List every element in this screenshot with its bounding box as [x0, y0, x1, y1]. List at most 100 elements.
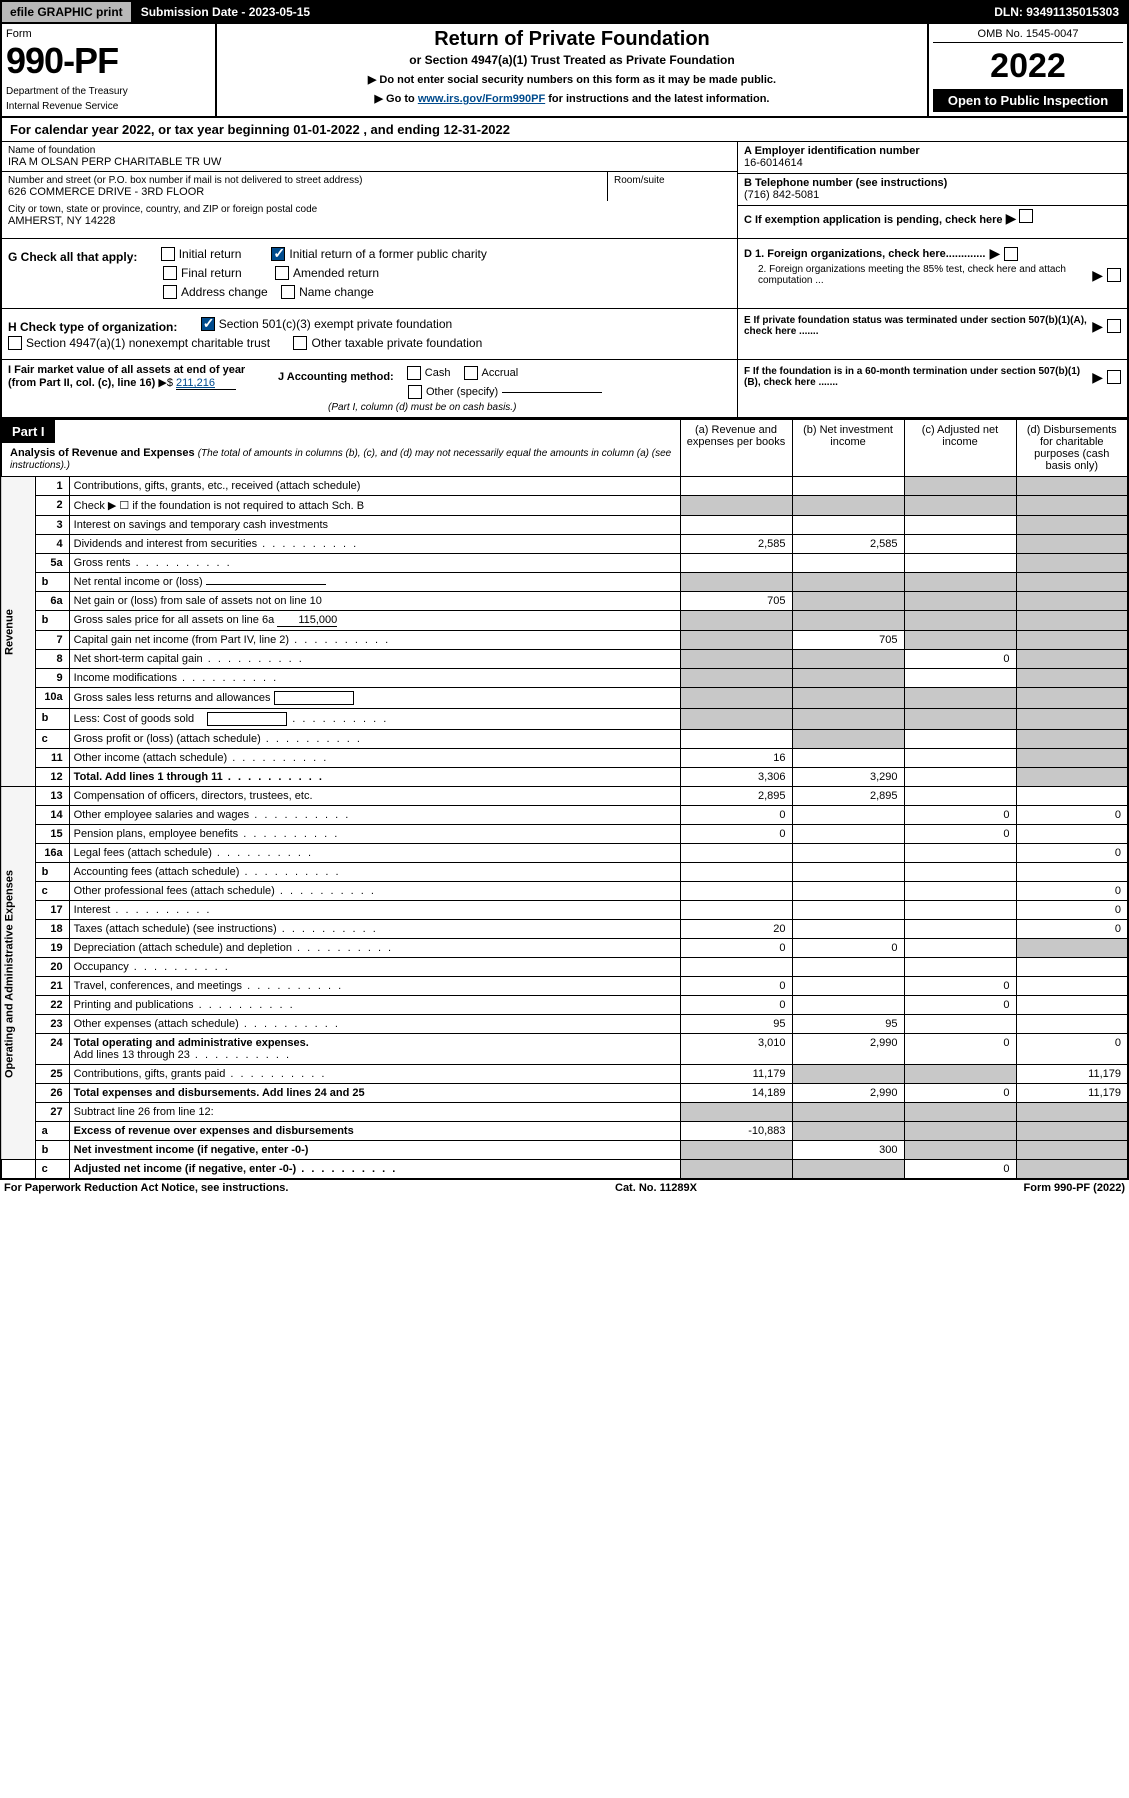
h-501c3-label: Section 501(c)(3) exempt private foundat… — [219, 317, 452, 331]
footer-right: Form 990-PF (2022) — [1024, 1182, 1125, 1194]
open-public: Open to Public Inspection — [933, 89, 1123, 112]
line-6a: Net gain or (loss) from sale of assets n… — [69, 592, 680, 611]
line-15: Pension plans, employee benefits — [69, 825, 680, 844]
line-5b: Net rental income or (loss) — [69, 573, 680, 592]
h-other-checkbox[interactable] — [293, 336, 307, 350]
line-16c: Other professional fees (attach schedule… — [69, 882, 680, 901]
j-other-checkbox[interactable] — [408, 385, 422, 399]
h-label: H Check type of organization: — [8, 320, 177, 334]
revenue-sidebar: Revenue — [1, 477, 35, 787]
part1-table: Part I Analysis of Revenue and Expenses … — [0, 419, 1129, 1180]
d-block: D 1. Foreign organizations, check here..… — [737, 239, 1127, 308]
title-block: Return of Private Foundation or Section … — [217, 24, 929, 116]
line-16b: Accounting fees (attach schedule) — [69, 863, 680, 882]
l4-a: 2,585 — [680, 535, 792, 554]
form-header: Form 990-PF Department of the Treasury I… — [0, 24, 1129, 118]
e-checkbox[interactable] — [1107, 319, 1121, 333]
efile-print-button[interactable]: efile GRAPHIC print — [2, 2, 133, 22]
section-h: H Check type of organization: Section 50… — [0, 309, 1129, 360]
omb-number: OMB No. 1545-0047 — [933, 28, 1123, 43]
e-block: E If private foundation status was termi… — [737, 309, 1127, 359]
form-number: 990-PF — [6, 40, 211, 82]
line-10a: Gross sales less returns and allowances — [69, 688, 680, 709]
h-left: H Check type of organization: Section 50… — [2, 309, 737, 359]
col-d-header: (d) Disbursements for charitable purpose… — [1016, 420, 1128, 477]
instr-2-pre: ▶ Go to — [375, 93, 418, 105]
j-accrual-checkbox[interactable] — [464, 366, 478, 380]
c-checkbox[interactable] — [1019, 209, 1033, 223]
amended-return-checkbox[interactable] — [275, 266, 289, 280]
submission-date: Submission Date - 2023-05-15 — [133, 2, 318, 22]
instr-2-post: for instructions and the latest informat… — [545, 93, 769, 105]
line-16a: Legal fees (attach schedule) — [69, 844, 680, 863]
d2-checkbox[interactable] — [1107, 268, 1121, 282]
page-footer: For Paperwork Reduction Act Notice, see … — [0, 1180, 1129, 1196]
line-1: Contributions, gifts, grants, etc., rece… — [69, 477, 680, 496]
h-4947-label: Section 4947(a)(1) nonexempt charitable … — [26, 336, 270, 350]
ein-value: 16-6014614 — [744, 157, 1121, 169]
phone-cell: B Telephone number (see instructions) (7… — [737, 174, 1127, 206]
final-return-checkbox[interactable] — [163, 266, 177, 280]
street-address: 626 COMMERCE DRIVE - 3RD FLOOR — [8, 186, 601, 198]
arrow-icon: ▶ — [1006, 210, 1017, 226]
line-27c: Adjusted net income (if negative, enter … — [69, 1160, 680, 1180]
address-change-checkbox[interactable] — [163, 285, 177, 299]
line-18: Taxes (attach schedule) (see instruction… — [69, 920, 680, 939]
l12-a: 3,306 — [680, 768, 792, 787]
d1-checkbox[interactable] — [1004, 247, 1018, 261]
line-num: 1 — [35, 477, 69, 496]
l13-b: 2,895 — [792, 787, 904, 806]
entity-right: A Employer identification number 16-6014… — [737, 142, 1127, 238]
section-g: G Check all that apply: Initial return I… — [0, 239, 1129, 309]
part1-title: Analysis of Revenue and Expenses — [10, 447, 195, 459]
j-note: (Part I, column (d) must be on cash basi… — [328, 402, 602, 413]
line-27: Subtract line 26 from line 12: — [69, 1103, 680, 1122]
g-label: G Check all that apply: — [8, 250, 137, 264]
line-27a: Excess of revenue over expenses and disb… — [69, 1122, 680, 1141]
form-link[interactable]: www.irs.gov/Form990PF — [418, 93, 545, 105]
h-4947-checkbox[interactable] — [8, 336, 22, 350]
amended-return-label: Amended return — [293, 266, 379, 280]
line-8: Net short-term capital gain — [69, 650, 680, 669]
line-4: Dividends and interest from securities — [69, 535, 680, 554]
line-24: Total operating and administrative expen… — [69, 1034, 680, 1065]
line-17: Interest — [69, 901, 680, 920]
name-label: Name of foundation — [8, 145, 731, 156]
i-arrow: ▶$ — [158, 377, 173, 389]
j-cash-checkbox[interactable] — [407, 366, 421, 380]
phone-label: B Telephone number (see instructions) — [744, 177, 1121, 189]
f-checkbox[interactable] — [1107, 370, 1121, 384]
tax-year: 2022 — [933, 47, 1123, 86]
ij-left: I Fair market value of all assets at end… — [2, 360, 737, 417]
initial-former-label: Initial return of a former public charit… — [289, 247, 486, 261]
city-state-zip: AMHERST, NY 14228 — [8, 215, 731, 227]
instr-1: ▶ Do not enter social security numbers o… — [221, 73, 923, 86]
expenses-sidebar: Operating and Administrative Expenses — [1, 787, 35, 1160]
footer-mid: Cat. No. 11289X — [615, 1182, 697, 1194]
i-fmv-value[interactable]: 211,216 — [176, 377, 236, 390]
initial-return-checkbox[interactable] — [161, 247, 175, 261]
entity-left: Name of foundation IRA M OLSAN PERP CHAR… — [2, 142, 737, 238]
final-return-label: Final return — [181, 266, 242, 280]
foundation-name-row: Name of foundation IRA M OLSAN PERP CHAR… — [2, 142, 737, 172]
col-a-header: (a) Revenue and expenses per books — [680, 420, 792, 477]
h-501c3-checkbox[interactable] — [201, 317, 215, 331]
line-3: Interest on savings and temporary cash i… — [69, 516, 680, 535]
j-cash-label: Cash — [425, 367, 451, 379]
col-b-header: (b) Net investment income — [792, 420, 904, 477]
l6a-a: 705 — [680, 592, 792, 611]
form-id-block: Form 990-PF Department of the Treasury I… — [2, 24, 217, 116]
line-27b: Net investment income (if negative, ente… — [69, 1141, 680, 1160]
form-title: Return of Private Foundation — [221, 28, 923, 51]
e-label: E If private foundation status was termi… — [744, 315, 1088, 337]
irs: Internal Revenue Service — [6, 101, 211, 112]
form-word: Form — [6, 28, 211, 40]
name-change-checkbox[interactable] — [281, 285, 295, 299]
addr-label: Number and street (or P.O. box number if… — [8, 175, 601, 186]
h-other-label: Other taxable private foundation — [311, 336, 482, 350]
exemption-cell: C If exemption application is pending, c… — [737, 206, 1127, 238]
line-2: Check ▶ ☐ if the foundation is not requi… — [69, 496, 680, 516]
initial-former-checkbox[interactable] — [271, 247, 285, 261]
foundation-name: IRA M OLSAN PERP CHARITABLE TR UW — [8, 156, 731, 168]
j-accrual-label: Accrual — [482, 367, 519, 379]
